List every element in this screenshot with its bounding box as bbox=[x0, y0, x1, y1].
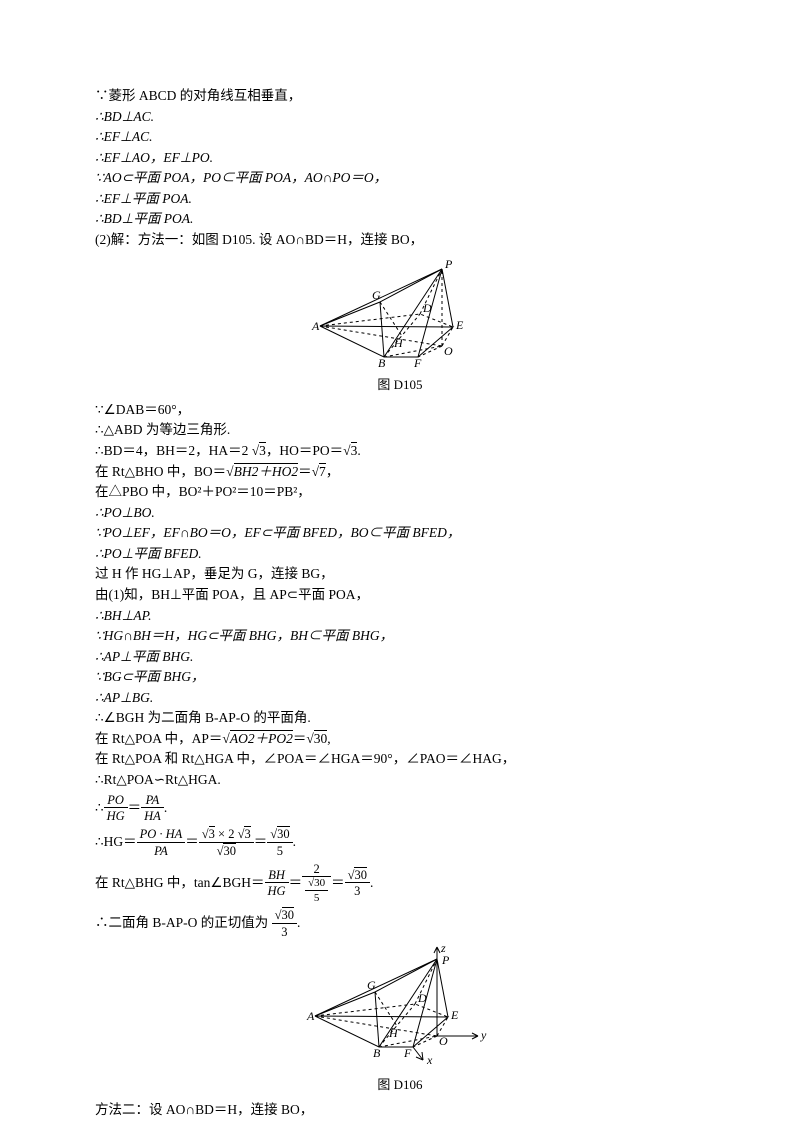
svg-text:G: G bbox=[367, 978, 376, 992]
figure-d106: A B D E F G H O P x y z bbox=[95, 944, 705, 1075]
lbl-H: H bbox=[393, 336, 404, 350]
svg-text:P: P bbox=[441, 953, 450, 967]
svg-text:x: x bbox=[426, 1053, 433, 1067]
line: ∴PO⊥BO. bbox=[95, 503, 705, 523]
line: ∴EF⊥AO，EF⊥PO. bbox=[95, 148, 705, 168]
svg-text:O: O bbox=[439, 1034, 448, 1048]
lbl-D: D bbox=[422, 301, 432, 315]
lbl-G: G bbox=[372, 288, 381, 302]
svg-text:F: F bbox=[403, 1046, 412, 1060]
line: ∴PO⊥平面 BFED. bbox=[95, 544, 705, 564]
line: ∴AP⊥平面 BHG. bbox=[95, 647, 705, 667]
line: ∵HG∩BH＝H，HG⊂平面 BHG，BH⊂平面 BHG， bbox=[95, 626, 705, 646]
line: ∵PO⊥EF，EF∩BO＝O，EF⊂平面 BFED，BO⊂平面 BFED， bbox=[95, 523, 705, 543]
line-frac: 在 Rt△BHG 中，tan∠BGH＝BHHG＝2√305＝√303. bbox=[95, 862, 705, 905]
line: ∴BD＝4，BH＝2，HA＝2 √3，HO＝PO＝√3. bbox=[95, 441, 705, 461]
lbl-P: P bbox=[444, 257, 453, 271]
line: ∴BD⊥AC. bbox=[95, 107, 705, 127]
line: ∵AO⊂平面 POA，PO⊂平面 POA，AO∩PO＝O， bbox=[95, 168, 705, 188]
line: (2)解：方法一：如图 D105. 设 AO∩BD＝H，连接 BO， bbox=[95, 230, 705, 250]
line: 在 Rt△POA 中，AP＝√AO2＋PO2＝√30, bbox=[95, 729, 705, 749]
line-frac: ∴HG＝PO · HAPA＝√3 × 2 √3√30＝√305. bbox=[95, 827, 705, 859]
line-frac: ∴二面角 B-AP-O 的正切值为 √303. bbox=[95, 908, 705, 940]
line: ∴BD⊥平面 POA. bbox=[95, 209, 705, 229]
line: ∴AP⊥BG. bbox=[95, 688, 705, 708]
svg-text:H: H bbox=[388, 1026, 399, 1040]
svg-text:y: y bbox=[480, 1028, 487, 1042]
svg-text:D: D bbox=[417, 991, 427, 1005]
svg-text:B: B bbox=[373, 1046, 381, 1060]
line: ∵BG⊂平面 BHG， bbox=[95, 667, 705, 687]
lbl-B: B bbox=[378, 356, 386, 369]
figure-d105: A B D E F G H O P bbox=[95, 254, 705, 375]
svg-text:A: A bbox=[306, 1009, 315, 1023]
line: 由(1)知，BH⊥平面 POA，且 AP⊂平面 POA， bbox=[95, 585, 705, 605]
lbl-F: F bbox=[413, 356, 422, 369]
svg-text:z: z bbox=[440, 944, 446, 955]
figure-d106-caption: 图 D106 bbox=[95, 1076, 705, 1095]
svg-text:E: E bbox=[450, 1008, 459, 1022]
line: ∴EF⊥AC. bbox=[95, 127, 705, 147]
line: ∴△ABD 为等边三角形. bbox=[95, 420, 705, 440]
line: ∵菱形 ABCD 的对角线互相垂直， bbox=[95, 86, 705, 106]
line-frac: ∴POHG＝PAHA. bbox=[95, 793, 705, 825]
line: 过 H 作 HG⊥AP，垂足为 G，连接 BG， bbox=[95, 564, 705, 584]
line: ∴Rt△POA∽Rt△HGA. bbox=[95, 770, 705, 790]
line: 在 Rt△POA 和 Rt△HGA 中，∠POA＝∠HGA＝90°，∠PAO＝∠… bbox=[95, 749, 705, 769]
line: ∴EF⊥平面 POA. bbox=[95, 189, 705, 209]
figure-d105-caption: 图 D105 bbox=[95, 376, 705, 395]
lbl-A: A bbox=[311, 319, 320, 333]
line: 在 Rt△BHO 中，BO＝√BH2＋HO2＝√7， bbox=[95, 462, 705, 482]
line: ∴∠BGH 为二面角 B-AP-O 的平面角. bbox=[95, 708, 705, 728]
lbl-E: E bbox=[455, 318, 464, 332]
line: ∴BH⊥AP. bbox=[95, 606, 705, 626]
line: ∵∠DAB＝60°， bbox=[95, 400, 705, 420]
line: 在△PBO 中，BO²＋PO²＝10＝PB²， bbox=[95, 482, 705, 502]
line: 方法二：设 AO∩BD＝H，连接 BO， bbox=[95, 1100, 705, 1120]
lbl-O: O bbox=[444, 344, 453, 358]
